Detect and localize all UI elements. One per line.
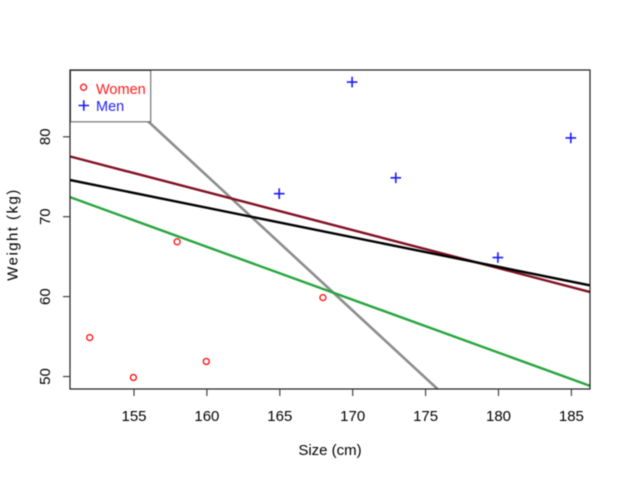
svg-text:70: 70 — [37, 208, 54, 225]
svg-text:170: 170 — [340, 408, 365, 425]
svg-text:185: 185 — [559, 408, 584, 425]
svg-text:175: 175 — [413, 408, 438, 425]
svg-text:155: 155 — [121, 408, 146, 425]
svg-text:Men: Men — [96, 99, 124, 115]
svg-text:Women: Women — [96, 82, 146, 98]
svg-text:160: 160 — [194, 408, 219, 425]
svg-text:Weight (kg): Weight (kg) — [5, 188, 22, 280]
svg-text:180: 180 — [486, 408, 511, 425]
svg-text:50: 50 — [37, 368, 54, 385]
svg-text:Size (cm): Size (cm) — [298, 442, 361, 459]
svg-text:60: 60 — [37, 288, 54, 305]
svg-text:165: 165 — [267, 408, 292, 425]
svg-text:80: 80 — [37, 128, 54, 145]
